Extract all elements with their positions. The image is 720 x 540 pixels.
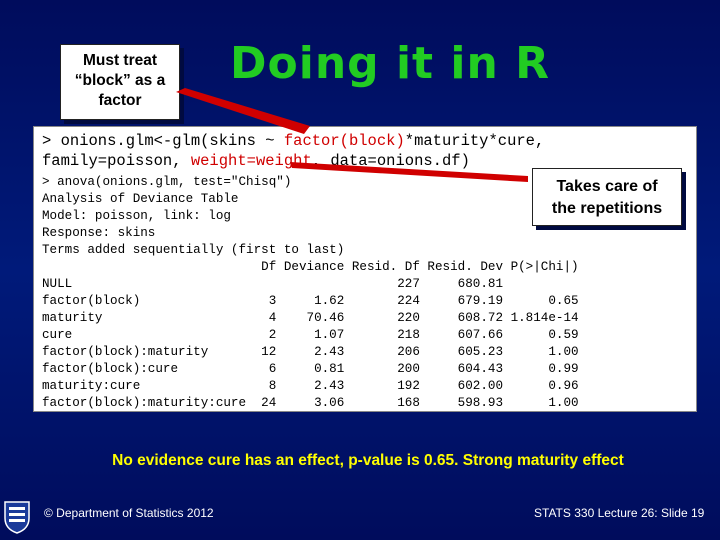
table-row: factor(block):cure 6 0.81 200 604.43 0.9…: [42, 362, 579, 376]
cmd-weight: weight=weight: [190, 152, 312, 170]
footer-slide-number: STATS 330 Lecture 26: Slide 19: [534, 506, 705, 520]
cmd-factor-block: factor(block): [283, 132, 405, 150]
table-row: NULL 227 680.81: [42, 277, 579, 291]
conclusion-text: No evidence cure has an effect, p-value …: [112, 452, 624, 469]
cmd-line2-c: , data=onions.df): [311, 152, 470, 170]
cmd-line1-c: *maturity*cure,: [404, 132, 545, 150]
output-header-line: Analysis of Deviance Table: [42, 192, 239, 206]
university-crest-icon: [4, 501, 30, 534]
table-row: maturity 4 70.46 220 608.72 1.814e-14: [42, 311, 579, 325]
cmd-line1-a: > onions.glm<-glm(skins ~: [42, 132, 284, 150]
slide-title: Doing it in R: [230, 38, 551, 89]
output-header-line: Model: poisson, link: log: [42, 209, 231, 223]
table-row: factor(block) 3 1.62 224 679.19 0.65: [42, 294, 579, 308]
table-row: factor(block):maturity:cure 24 3.06 168 …: [42, 396, 579, 410]
output-header-line: Response: skins: [42, 226, 156, 240]
table-row: cure 2 1.07 218 607.66 0.59: [42, 328, 579, 342]
callout-must-treat-block-as-factor: Must treat “block” as a factor: [60, 44, 180, 120]
footer-copyright: © Department of Statistics 2012: [44, 506, 214, 520]
cmd-line2-a: family=poisson,: [42, 152, 191, 170]
output-header-line: Terms added sequentially (first to last): [42, 243, 345, 257]
anova-output: > anova(onions.glm, test="Chisq") Analysi…: [42, 174, 579, 412]
table-header-row: Df Deviance Resid. Df Resid. Dev P(>|Chi…: [42, 260, 579, 274]
table-row: factor(block):maturity 12 2.43 206 605.2…: [42, 345, 579, 359]
output-header-line: > anova(onions.glm, test="Chisq"): [42, 175, 292, 189]
callout-takes-care-of-repetitions: Takes care of the repetitions: [532, 168, 682, 226]
glm-command: > onions.glm<-glm(skins ~ factor(block)*…: [42, 131, 544, 171]
table-row: maturity:cure 8 2.43 192 602.00 0.96: [42, 379, 579, 393]
